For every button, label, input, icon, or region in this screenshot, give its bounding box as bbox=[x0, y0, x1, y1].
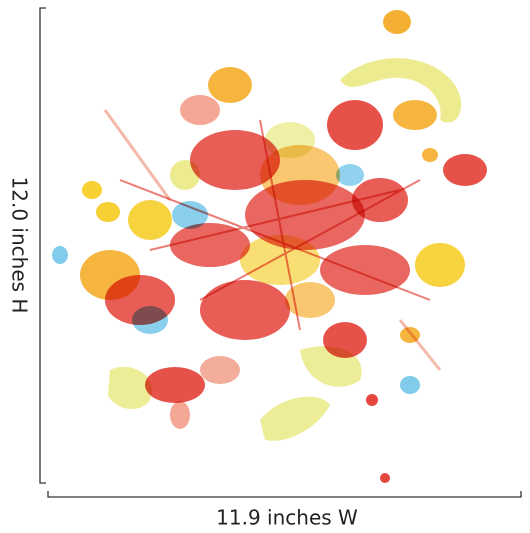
splash bbox=[170, 401, 190, 429]
splash bbox=[340, 58, 462, 123]
splash bbox=[285, 282, 335, 318]
splash bbox=[96, 202, 120, 222]
splash bbox=[240, 235, 320, 285]
splash bbox=[200, 280, 290, 340]
splash bbox=[180, 95, 220, 125]
width-bracket bbox=[47, 491, 522, 498]
width-label: 11.9 inches W bbox=[216, 506, 358, 530]
splash bbox=[323, 322, 367, 358]
splash bbox=[352, 178, 408, 222]
splash bbox=[422, 148, 438, 162]
splash bbox=[52, 246, 68, 264]
splash bbox=[108, 366, 152, 410]
splash bbox=[200, 356, 240, 384]
splash bbox=[400, 376, 420, 394]
splash bbox=[170, 223, 250, 267]
splash bbox=[443, 154, 487, 186]
splash bbox=[128, 200, 172, 240]
splash bbox=[415, 243, 465, 287]
splash bbox=[383, 10, 411, 34]
splash bbox=[208, 67, 252, 103]
splash bbox=[82, 181, 102, 199]
splatter-art bbox=[52, 10, 487, 483]
height-label: 12.0 inches H bbox=[8, 177, 32, 314]
splash bbox=[265, 122, 315, 158]
splash bbox=[327, 100, 383, 150]
streak bbox=[103, 109, 442, 371]
splash bbox=[380, 473, 390, 483]
splash bbox=[366, 394, 378, 406]
splash bbox=[393, 100, 437, 130]
streak bbox=[119, 119, 431, 331]
splash bbox=[260, 396, 330, 441]
splash bbox=[172, 201, 208, 229]
splash bbox=[145, 367, 205, 403]
splash bbox=[336, 164, 364, 186]
splash bbox=[105, 275, 175, 325]
height-bracket bbox=[39, 7, 46, 484]
splash bbox=[190, 130, 280, 190]
splash bbox=[170, 160, 200, 190]
